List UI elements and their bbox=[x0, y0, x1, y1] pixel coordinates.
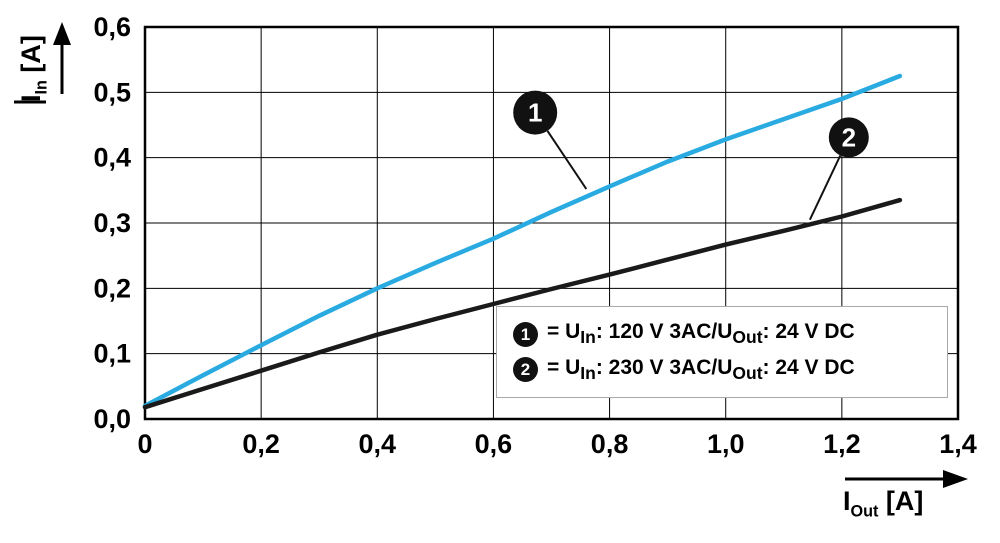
svg-text:0,2: 0,2 bbox=[93, 273, 131, 303]
x-axis-title: IOut [A] bbox=[843, 486, 923, 521]
svg-text:1,2: 1,2 bbox=[823, 429, 861, 459]
svg-text:0: 0 bbox=[137, 429, 152, 459]
legend-item: 2 = UIn: 230 V 3AC/UOut: 24 V DC bbox=[513, 356, 947, 384]
x-axis-subscript: Out bbox=[850, 502, 879, 521]
svg-text:0,1: 0,1 bbox=[93, 339, 131, 369]
svg-text:0,4: 0,4 bbox=[93, 143, 131, 173]
svg-text:0,6: 0,6 bbox=[93, 12, 131, 42]
plot-area: 0 0,2 0,4 0,6 0,8 1,0 1,2 1,4 0,0 0,1 0,2 0,3 0,4 0,5… bbox=[93, 12, 976, 459]
svg-text:1: 1 bbox=[528, 98, 542, 128]
y-axis-title: IIn [A] bbox=[16, 35, 51, 102]
svg-text:2: 2 bbox=[842, 122, 856, 152]
x-axis-symbol: I bbox=[843, 486, 851, 516]
svg-text:0,6: 0,6 bbox=[475, 429, 513, 459]
y-axis-arrow-icon bbox=[14, 22, 71, 104]
y-axis-subscript: In bbox=[32, 80, 51, 95]
svg-text:0,4: 0,4 bbox=[359, 429, 397, 459]
legend-label-1: = UIn: 120 V 3AC/UOut: 24 V DC bbox=[547, 320, 855, 348]
svg-text:0,3: 0,3 bbox=[93, 208, 131, 238]
legend-label-2: = UIn: 230 V 3AC/UOut: 24 V DC bbox=[547, 355, 855, 383]
legend-marker-1-icon: 1 bbox=[513, 321, 538, 347]
y-axis-unit: [A] bbox=[16, 35, 46, 81]
svg-text:0,2: 0,2 bbox=[242, 429, 280, 459]
svg-text:0,5: 0,5 bbox=[93, 77, 131, 107]
legend: 1 = UIn: 120 V 3AC/UOut: 24 V DC 2 = UIn… bbox=[496, 306, 948, 398]
legend-marker-2-icon: 2 bbox=[513, 357, 538, 383]
svg-text:0,8: 0,8 bbox=[591, 429, 629, 459]
svg-text:1,4: 1,4 bbox=[939, 429, 977, 459]
x-axis-arrow-icon bbox=[845, 470, 968, 488]
y-axis-symbol: I bbox=[16, 94, 46, 102]
svg-text:0,0: 0,0 bbox=[93, 404, 131, 434]
legend-item: 1 = UIn: 120 V 3AC/UOut: 24 V DC bbox=[513, 320, 947, 348]
svg-text:1,0: 1,0 bbox=[707, 429, 745, 459]
x-axis-unit: [A] bbox=[878, 486, 924, 516]
